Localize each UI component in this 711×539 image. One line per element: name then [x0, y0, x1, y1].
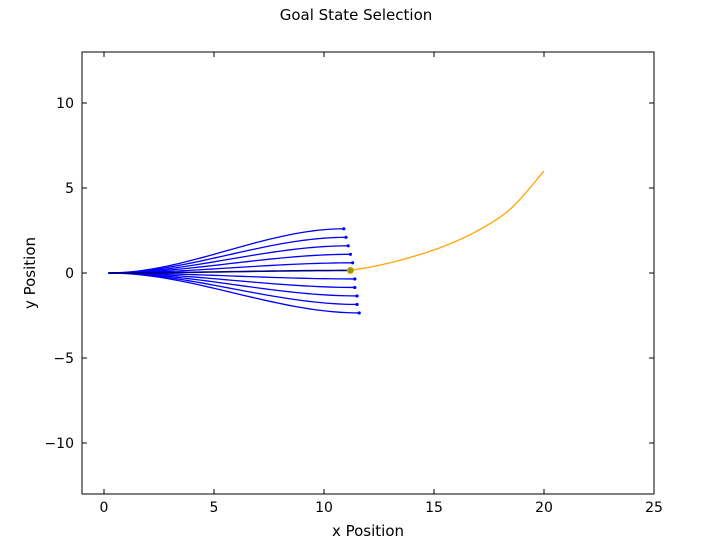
y-axis-ticks: −10 −5 0 5 10	[44, 96, 654, 452]
x-tick-label: 5	[210, 500, 219, 516]
series-layer	[108, 170, 545, 315]
candidate-trajectory-line	[108, 228, 344, 274]
candidate-endpoint-marker	[351, 261, 355, 265]
y-tick-label: 0	[65, 266, 74, 282]
goal-state-marker	[346, 266, 354, 275]
candidate-trajectory-line	[108, 236, 347, 274]
x-tick-label: 10	[315, 500, 333, 516]
x-tick-label: 0	[100, 500, 109, 516]
candidate-endpoint-marker	[344, 235, 348, 239]
goal-path-line	[350, 170, 545, 272]
candidate-endpoint-marker	[355, 294, 359, 298]
candidate-endpoint-marker	[353, 285, 357, 290]
y-tick-label: −10	[44, 436, 74, 452]
candidate-endpoint-marker	[342, 227, 346, 231]
candidate-endpoint-marker	[346, 244, 350, 248]
candidate-endpoint-marker	[357, 311, 361, 315]
candidate-endpoint-marker	[353, 277, 357, 281]
y-tick-label: 5	[65, 181, 74, 197]
x-axis-ticks: 0 5 10 15 20 25	[100, 52, 663, 516]
chart-title: Goal State Selection	[280, 6, 433, 24]
x-axis-label: x Position	[332, 522, 404, 539]
candidate-endpoint-marker	[355, 302, 359, 307]
candidate-trajectory-line	[108, 272, 358, 306]
x-tick-label: 25	[645, 500, 663, 516]
y-axis-label: y Position	[21, 237, 39, 309]
candidate-endpoint-marker	[348, 252, 352, 256]
x-tick-label: 15	[425, 500, 443, 516]
candidate-trajectory-line	[108, 272, 360, 314]
y-tick-label: 10	[56, 96, 74, 112]
y-tick-label: −5	[53, 351, 74, 367]
candidate-trajectory-line	[108, 245, 349, 274]
selected-trajectory-line	[108, 269, 353, 274]
x-tick-label: 20	[535, 500, 553, 516]
